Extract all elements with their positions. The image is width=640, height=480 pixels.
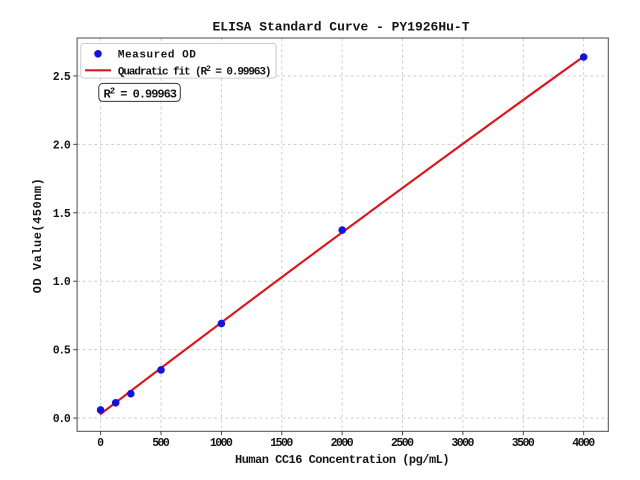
svg-text:1.5: 1.5 xyxy=(53,208,71,221)
svg-text:4000: 4000 xyxy=(572,437,595,450)
svg-text:1000: 1000 xyxy=(210,437,233,450)
svg-text:1.0: 1.0 xyxy=(53,276,71,289)
svg-text:ELISA Standard Curve - PY1926H: ELISA Standard Curve - PY1926Hu-T xyxy=(213,20,470,35)
svg-text:Human CC16 Concentration (pg/m: Human CC16 Concentration (pg/mL) xyxy=(235,453,450,467)
svg-text:3500: 3500 xyxy=(512,437,535,450)
svg-text:Quadratic fit (R2 = 0.99963): Quadratic fit (R2 = 0.99963) xyxy=(118,65,272,79)
svg-text:2.5: 2.5 xyxy=(53,71,71,84)
svg-text:Measured OD: Measured OD xyxy=(118,50,196,62)
svg-text:500: 500 xyxy=(152,437,170,450)
svg-text:2000: 2000 xyxy=(331,437,354,450)
svg-text:R2 = 0.99963: R2 = 0.99963 xyxy=(104,86,178,101)
svg-text:0.0: 0.0 xyxy=(53,413,71,426)
svg-text:2.0: 2.0 xyxy=(53,139,71,152)
svg-text:OD Value(450nm): OD Value(450nm) xyxy=(31,178,45,293)
svg-text:0.5: 0.5 xyxy=(53,345,71,358)
svg-text:0: 0 xyxy=(97,437,104,450)
svg-text:1500: 1500 xyxy=(270,437,293,450)
svg-text:3000: 3000 xyxy=(451,437,474,450)
svg-text:2500: 2500 xyxy=(391,437,414,450)
